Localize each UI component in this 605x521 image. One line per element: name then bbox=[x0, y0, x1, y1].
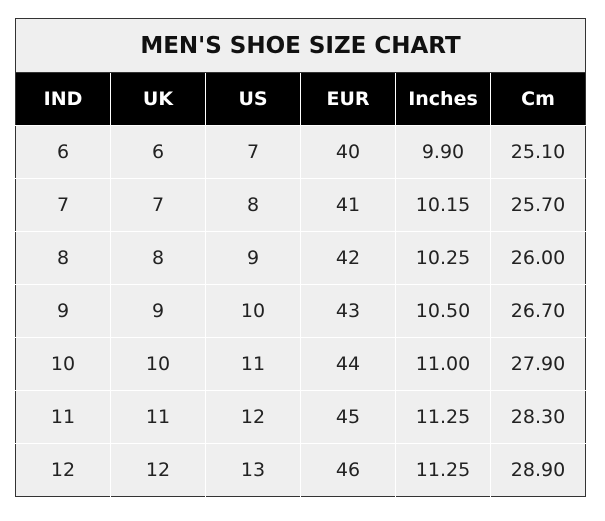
table-cell: 42 bbox=[300, 231, 396, 285]
table-cell: 7 bbox=[15, 178, 111, 232]
table-cell: 7 bbox=[205, 125, 301, 179]
table-row: 10 10 11 44 11.00 27.90 bbox=[15, 337, 586, 391]
table-cell: 8 bbox=[15, 231, 111, 285]
table-row: 11 11 12 45 11.25 28.30 bbox=[15, 390, 586, 444]
table-cell: 10.25 bbox=[395, 231, 491, 285]
table-cell: 40 bbox=[300, 125, 396, 179]
column-header-uk: UK bbox=[110, 72, 206, 126]
table-cell: 12 bbox=[15, 443, 111, 497]
table-cell: 10 bbox=[205, 284, 301, 338]
table-cell: 28.90 bbox=[490, 443, 586, 497]
table-row: 12 12 13 46 11.25 28.90 bbox=[15, 443, 586, 497]
column-header-ind: IND bbox=[15, 72, 111, 126]
table-cell: 11 bbox=[110, 390, 206, 444]
table-cell: 11 bbox=[15, 390, 111, 444]
table-cell: 6 bbox=[110, 125, 206, 179]
table-cell: 41 bbox=[300, 178, 396, 232]
table-cell: 9 bbox=[205, 231, 301, 285]
table-cell: 25.10 bbox=[490, 125, 586, 179]
table-cell: 11.25 bbox=[395, 390, 491, 444]
table-cell: 26.70 bbox=[490, 284, 586, 338]
table-cell: 11.25 bbox=[395, 443, 491, 497]
table-cell: 10 bbox=[110, 337, 206, 391]
table-cell: 9.90 bbox=[395, 125, 491, 179]
table-cell: 44 bbox=[300, 337, 396, 391]
table-cell: 11.00 bbox=[395, 337, 491, 391]
table-cell: 7 bbox=[110, 178, 206, 232]
table-row: 6 6 7 40 9.90 25.10 bbox=[15, 125, 586, 179]
table-cell: 6 bbox=[15, 125, 111, 179]
table-row: 8 8 9 42 10.25 26.00 bbox=[15, 231, 586, 285]
table-cell: 8 bbox=[205, 178, 301, 232]
table-cell: 10 bbox=[15, 337, 111, 391]
column-header-us: US bbox=[205, 72, 301, 126]
table-cell: 10.50 bbox=[395, 284, 491, 338]
table-cell: 12 bbox=[205, 390, 301, 444]
table-row: 7 7 8 41 10.15 25.70 bbox=[15, 178, 586, 232]
table-cell: 45 bbox=[300, 390, 396, 444]
table-cell: 43 bbox=[300, 284, 396, 338]
table-cell: 13 bbox=[205, 443, 301, 497]
table-cell: 8 bbox=[110, 231, 206, 285]
table-cell: 27.90 bbox=[490, 337, 586, 391]
size-chart-table: MEN'S SHOE SIZE CHART IND UK US EUR Inches Cm… bbox=[15, 18, 586, 497]
table-cell: 46 bbox=[300, 443, 396, 497]
table-cell: 11 bbox=[205, 337, 301, 391]
column-header-cm: Cm bbox=[490, 72, 586, 126]
table-cell: 26.00 bbox=[490, 231, 586, 285]
table-cell: 10.15 bbox=[395, 178, 491, 232]
header-row: IND UK US EUR Inches Cm bbox=[15, 72, 586, 126]
column-header-inches: Inches bbox=[395, 72, 491, 126]
table-row: 9 9 10 43 10.50 26.70 bbox=[15, 284, 586, 338]
column-header-eur: EUR bbox=[300, 72, 396, 126]
table-cell: 25.70 bbox=[490, 178, 586, 232]
table-cell: 9 bbox=[110, 284, 206, 338]
table-cell: 28.30 bbox=[490, 390, 586, 444]
table-cell: 9 bbox=[15, 284, 111, 338]
table-title: MEN'S SHOE SIZE CHART bbox=[15, 18, 586, 73]
table-cell: 12 bbox=[110, 443, 206, 497]
